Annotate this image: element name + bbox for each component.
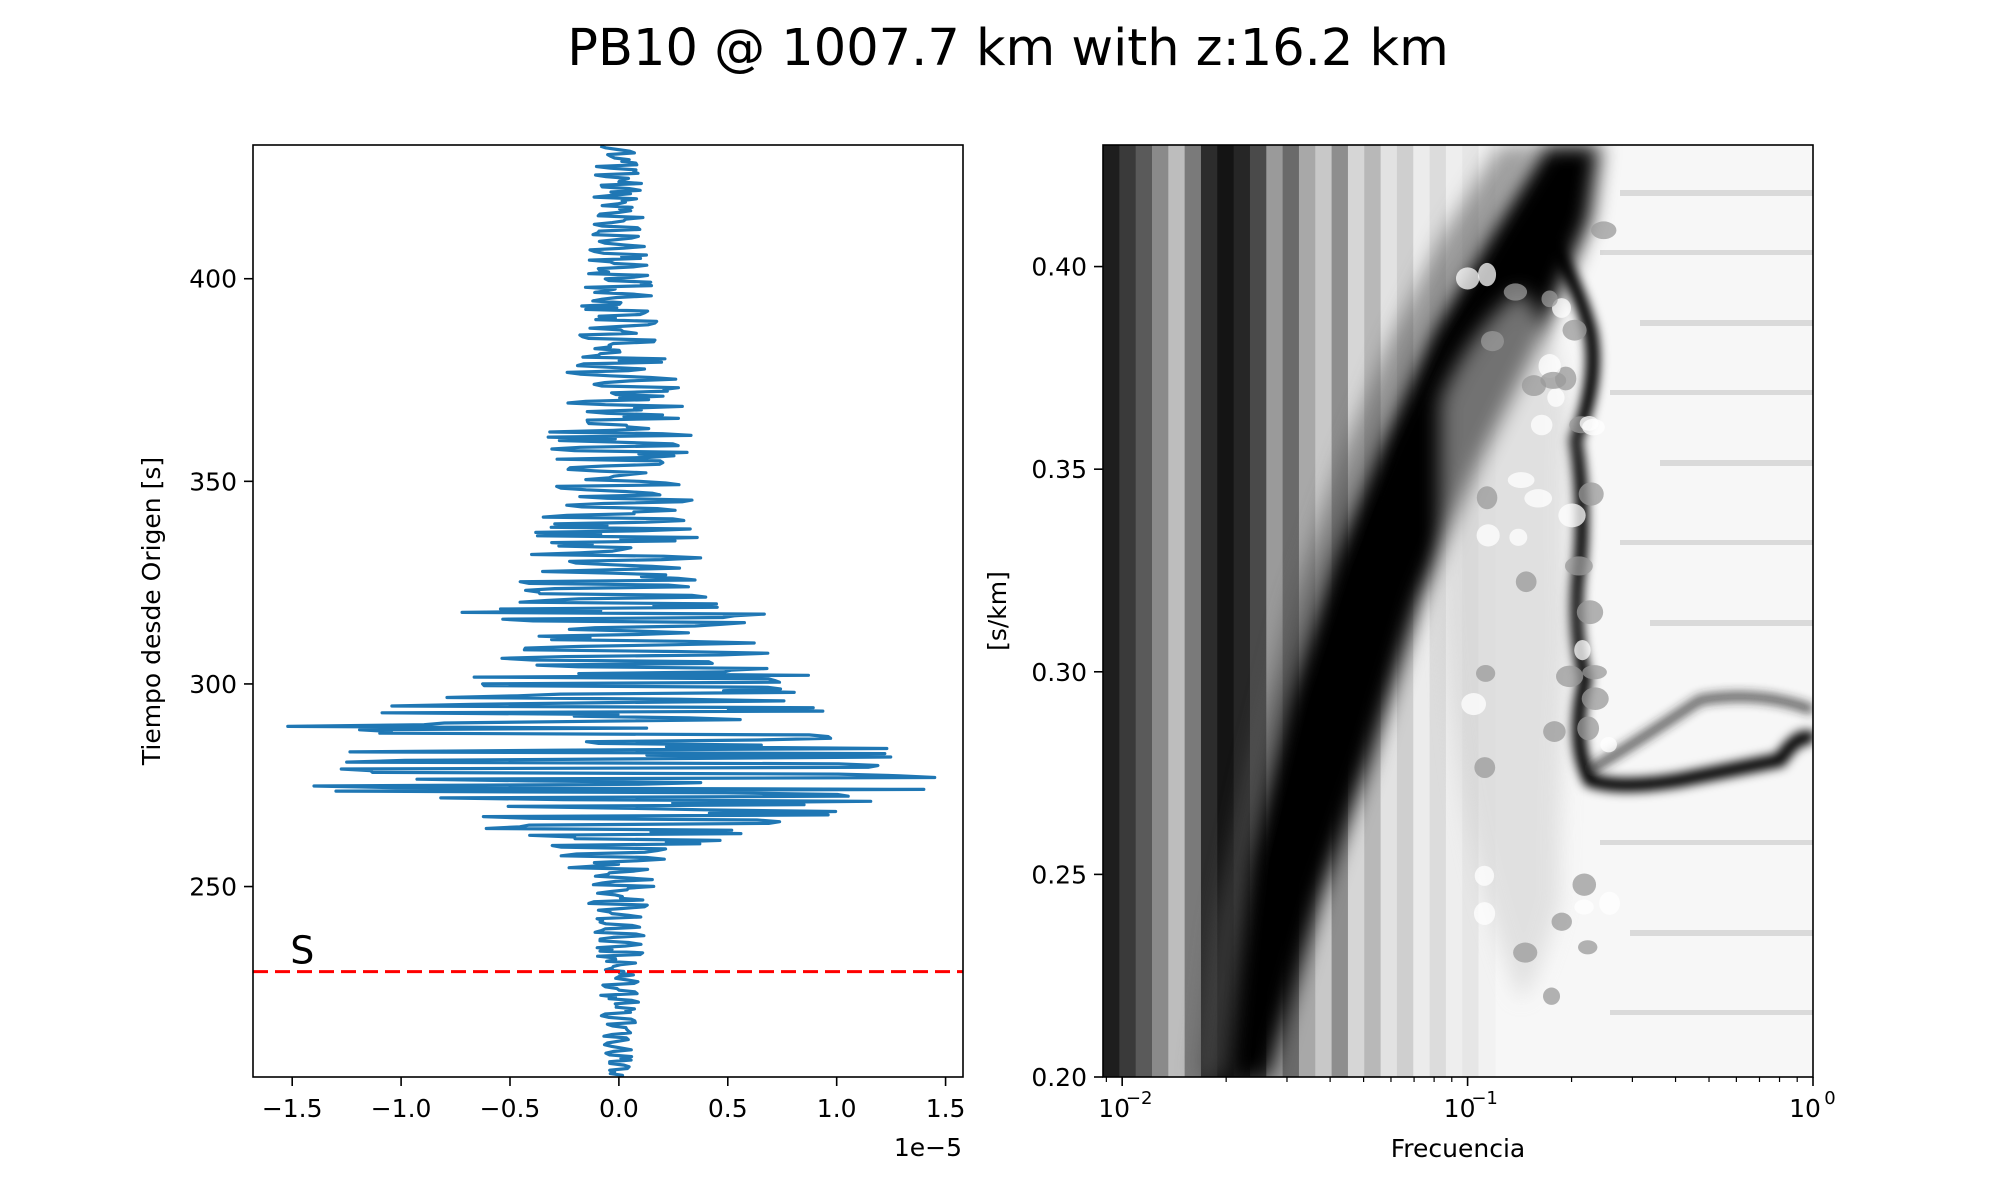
heatmap-blob [1530,414,1553,436]
heatmap-blob [1574,639,1591,661]
heatmap-blob [1524,489,1553,508]
right-panel: 10−2 10−1 10 0 0.200.250.300.350.40 Frecuen… [983,144,1836,1163]
left-x-tick-label: 1.0 [817,1094,857,1123]
seismogram-trace [286,145,937,1077]
heatmap-blob [1480,330,1504,352]
ridge-blobs [1455,221,1620,1005]
heatmap-blob [1600,737,1617,753]
left-y-axis-label: Tiempo desde Origen [s] [137,457,166,766]
heatmap-blob [1503,283,1528,301]
heatmap-blob [1461,693,1487,716]
heatmap-blob [1521,375,1547,396]
heatmap-blob [1552,298,1572,318]
heatmap-blob [1591,221,1617,240]
heatmap-blob [1578,940,1598,955]
ridge-interior-gray [1440,290,1570,1000]
heatmap-stripe [1135,145,1153,1077]
left-x-tick-label: −0.5 [480,1094,541,1123]
right-y-axis-label: [s/km] [983,571,1012,651]
heatmap-blob [1564,556,1593,576]
heatmap-stripe [1103,145,1120,1077]
heatmap-blob [1538,354,1561,379]
heatmap-blob [1577,716,1600,741]
left-x-tick-label: 0.0 [599,1094,639,1123]
heatmap-blob [1582,665,1607,680]
heatmap-blob [1572,873,1597,896]
heatmap-blob [1473,902,1496,925]
left-panel: S −1.5 −1.0 −0.5 0.0 0.5 1.0 1.5 250300350400 … [137,144,966,1162]
right-x-axis-label: Frecuencia [1391,1134,1526,1163]
heatmap-blob [1543,987,1561,1005]
left-x-tick-label: 1.5 [926,1094,966,1123]
heatmap-blob [1540,371,1567,389]
heatmap-stripe [1168,145,1186,1077]
heatmap-blob [1476,524,1500,547]
heatmap-image [1103,145,1813,1077]
left-y-tick-label: 350 [189,467,237,496]
left-y-ticks: 250 300 350 400 [189,265,253,902]
right-y-ticks: 0.20 0.25 0.30 0.35 0.40 [1031,253,1103,1092]
heatmap-stripe [1151,145,1169,1077]
left-x-tick-label: −1.0 [371,1094,432,1123]
right-y-tick-label: 0.20 [1031,1063,1087,1092]
heatmap-blob [1543,721,1566,742]
left-x-tick-label: 0.5 [708,1094,748,1123]
heatmap-blob [1551,912,1572,931]
right-x-tick-label: 10 [1789,1094,1821,1123]
heatmap-blob [1474,757,1496,778]
heatmap-blob [1581,687,1609,711]
heatmap-blob [1515,571,1537,593]
right-x-tick-label: 10 [1098,1094,1130,1123]
s-arrival-label: S [290,929,314,973]
heatmap-blob [1507,472,1535,488]
left-x-ticks: −1.5 −1.0 −0.5 0.0 0.5 1.0 1.5 [262,1077,966,1123]
right-y-tick-label: 0.25 [1031,860,1087,889]
heatmap-blob [1476,665,1496,682]
heatmap-stripe [1184,145,1202,1077]
heatmap-blob [1509,528,1528,546]
heatmap-blob [1478,262,1497,287]
left-y-tick-label: 400 [189,265,237,294]
heatmap-blob [1541,290,1558,308]
heatmap-blob [1562,319,1587,341]
heatmap-blob [1599,891,1620,915]
left-x-offset-text: 1e−5 [894,1133,962,1162]
ridge-wall-dark [1539,230,1813,792]
heatmap-blob [1574,899,1594,915]
right-x-tick-exponent: −1 [1471,1088,1498,1109]
heatmap-blob [1558,503,1586,528]
left-y-tick-label: 250 [189,873,237,902]
heatmap-stripe [1119,145,1137,1077]
right-y-tick-label: 0.35 [1031,455,1087,484]
heatmap-blob [1547,388,1565,407]
heatmap-blob [1576,600,1604,625]
heatmap-blob [1513,942,1538,963]
ridge-tail-dark [1587,692,1813,774]
left-y-tick-label: 300 [189,670,237,699]
heatmap-blob [1455,267,1480,290]
left-axes-frame [252,144,964,1078]
figure-title: PB10 @ 1007.7 km with z:16.2 km [567,19,1449,78]
left-plot-content [253,145,963,1077]
right-x-tick-label: 10 [1444,1094,1476,1123]
right-x-ticks: 10−2 10−1 10 0 [1098,1077,1836,1123]
right-axes-frame [1102,144,1814,1078]
right-x-tick-exponent: 0 [1824,1088,1835,1109]
right-ripple-field [1600,190,1813,1015]
heatmap-blob [1556,665,1584,688]
heatmap-blob [1474,865,1495,886]
heatmap-blob [1578,482,1604,506]
ridge-shoulder [1195,145,1540,1077]
heatmap-blob [1579,416,1599,431]
right-y-tick-label: 0.30 [1031,658,1087,687]
right-y-tick-label: 0.40 [1031,253,1087,282]
heatmap-stripe [1200,145,1218,1077]
heatmap-blob [1476,486,1498,510]
left-x-tick-label: −1.5 [262,1094,323,1123]
right-x-tick-exponent: −2 [1126,1088,1153,1109]
heatmap-stripe [1217,145,1235,1077]
